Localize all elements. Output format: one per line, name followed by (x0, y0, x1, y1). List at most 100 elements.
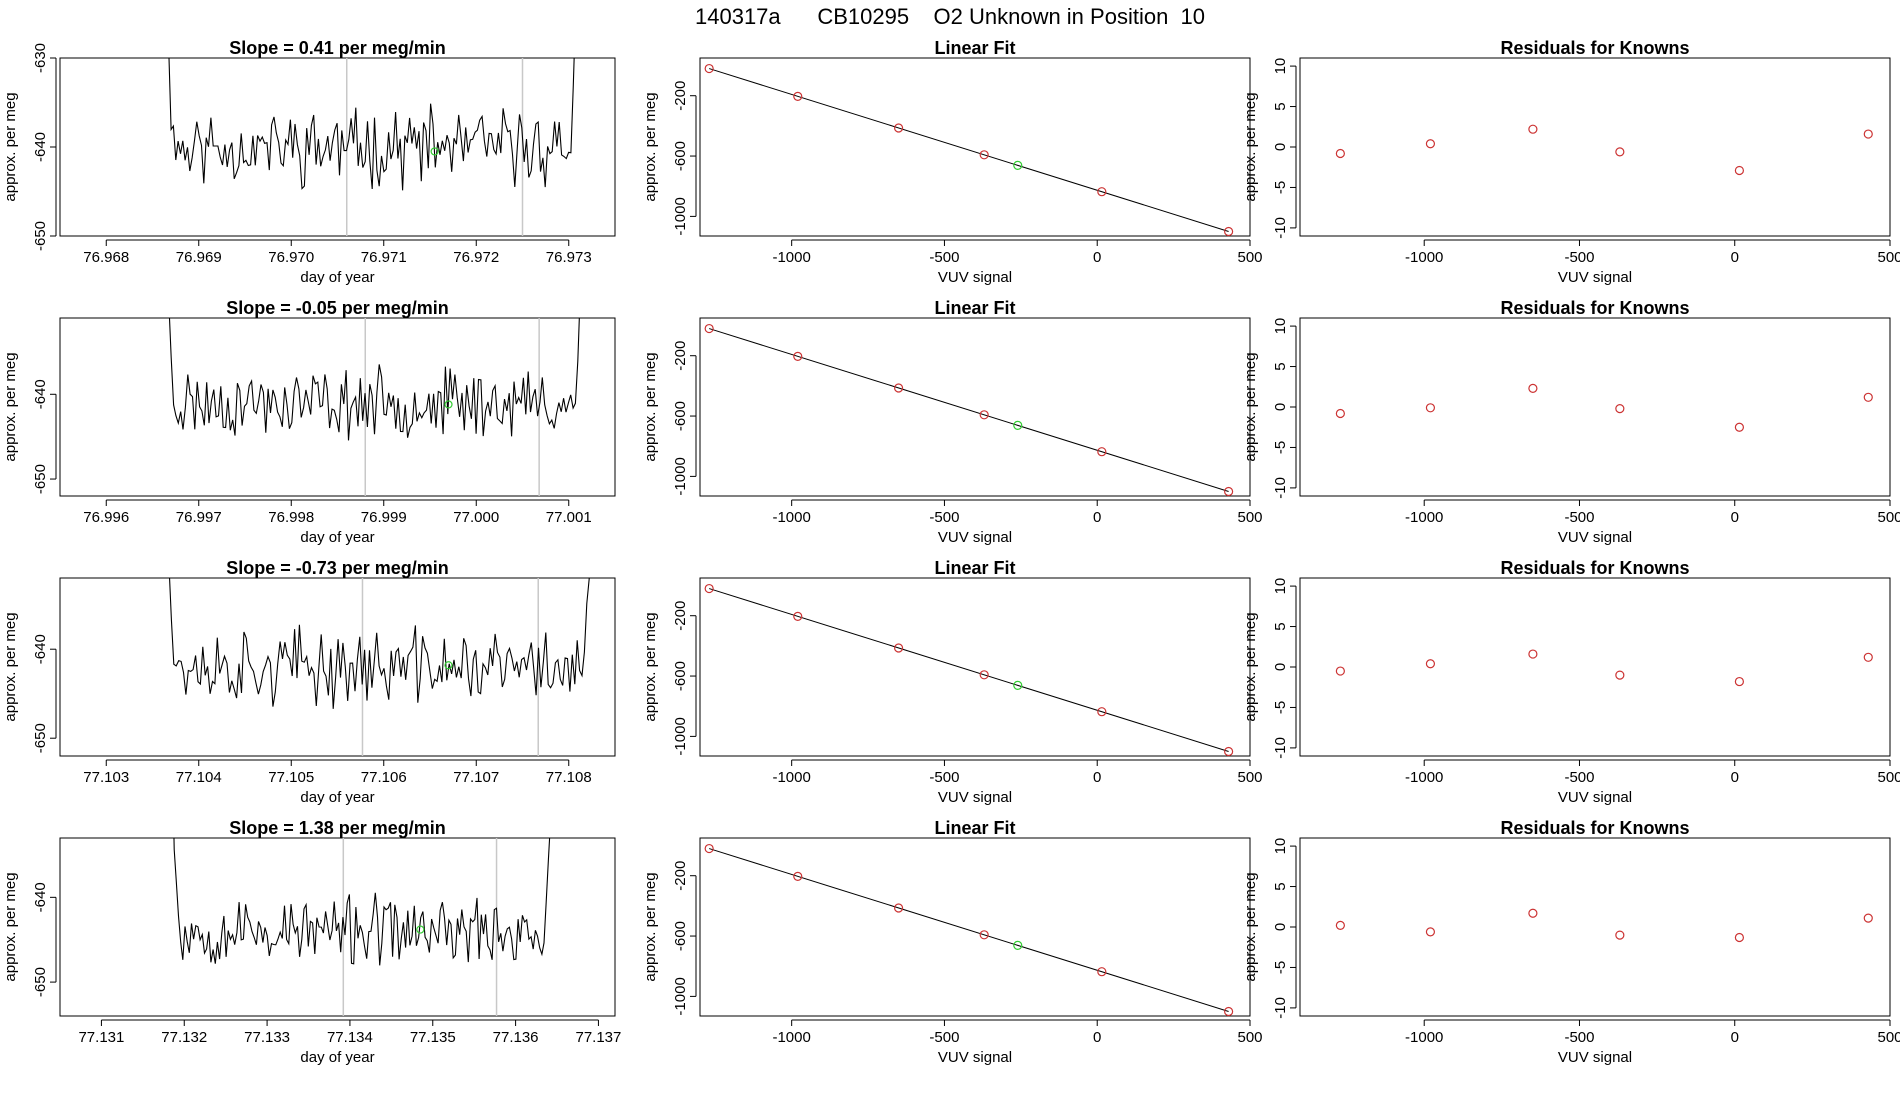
linear-fit-1-y-tick-label: -600 (672, 401, 689, 431)
timeseries-0-x-tick-label: 76.970 (268, 249, 314, 266)
linear-fit-0-x-tick-label: 500 (1237, 249, 1262, 266)
residuals-2-title: Residuals for Knowns (1500, 558, 1689, 578)
linear-fit-2-known-point (704, 583, 714, 594)
residuals-2-point (1863, 652, 1873, 662)
residuals-3-y-tick-label: -5 (1272, 961, 1289, 974)
timeseries-3-unknown-point (416, 925, 425, 934)
linear-fit-2-x-tick-label: -1000 (772, 769, 810, 786)
linear-fit-3-plot-frame (699, 837, 1251, 1017)
linear-fit-3-y-tick-label: -1000 (672, 977, 689, 1015)
linear-fit-0-unknown-point (1013, 160, 1023, 170)
residuals-0-y-tick-label: 0 (1272, 143, 1289, 151)
timeseries-0-y-tick-label: -630 (32, 43, 49, 73)
residuals-2-x-label: VUV signal (1558, 789, 1632, 806)
timeseries-0-y-tick-label: -650 (32, 221, 49, 251)
linear-fit-2-x-label: VUV signal (938, 789, 1012, 806)
linear-fit-3-known-point (1097, 967, 1107, 977)
residuals-3-x-label: VUV signal (1558, 1049, 1632, 1066)
linear-fit-1-known-point (1097, 447, 1107, 457)
linear-fit-1-x-label: VUV signal (938, 529, 1012, 546)
linear-fit-1-x-tick-label: -1000 (772, 509, 810, 526)
residuals-0-y-tick-label: -5 (1272, 181, 1289, 194)
timeseries-3-x-tick-label: 77.136 (493, 1029, 539, 1046)
linear-fit-0-plot-frame (699, 57, 1251, 237)
residuals-0-y-tick-label: -10 (1272, 217, 1289, 239)
residuals-3-plot-frame (1299, 837, 1891, 1017)
residuals-2-y-tick-label: 5 (1272, 622, 1289, 630)
linear-fit-0-known-point (1224, 226, 1234, 237)
linear-fit-2-fit-line (709, 588, 1229, 752)
residuals-2-plot-frame (1299, 577, 1891, 757)
residuals-0-point (1425, 139, 1436, 149)
timeseries-3-y-tick-label: -640 (32, 882, 49, 912)
timeseries-3-y-label: approx. per meg (2, 872, 19, 981)
timeseries-0-x-label: day of year (300, 269, 374, 286)
timeseries-1-unknown-point (444, 400, 453, 409)
linear-fit-1-x-tick-label: 0 (1093, 509, 1101, 526)
linear-fit-3-fit-line (709, 848, 1229, 1012)
residuals-1-title: Residuals for Knowns (1500, 298, 1689, 318)
linear-fit-0-known-point (979, 150, 989, 160)
linear-fit-2-known-point (894, 643, 904, 653)
residuals-3-x-tick-label: -1000 (1405, 1029, 1443, 1046)
linear-fit-3-title: Linear Fit (934, 818, 1015, 838)
residuals-0-x-tick-label: -500 (1564, 249, 1594, 266)
linear-fit-2-x-tick-label: -500 (929, 769, 959, 786)
residuals-0-point (1615, 147, 1625, 157)
timeseries-1-x-tick-label: 76.998 (268, 509, 314, 526)
timeseries-2-y-tick-label: -650 (32, 723, 49, 753)
linear-fit-1-fit-line (709, 328, 1229, 492)
timeseries-0-plot-frame (59, 57, 616, 237)
linear-fit-0-known-point (704, 63, 714, 74)
linear-fit-0-x-label: VUV signal (938, 269, 1012, 286)
linear-fit-3-known-point (979, 930, 989, 940)
residuals-2-point (1615, 670, 1625, 680)
linear-fit-0-title: Linear Fit (934, 38, 1015, 58)
timeseries-0-x-tick-label: 76.969 (176, 249, 222, 266)
linear-fit-3-x-tick-label: 500 (1237, 1029, 1262, 1046)
residuals-2-x-tick-label: 0 (1731, 769, 1739, 786)
linear-fit-2-known-point (979, 670, 989, 680)
residuals-1-x-tick-label: -500 (1564, 509, 1594, 526)
residuals-1-plot-frame (1299, 317, 1891, 497)
residuals-1-y-tick-label: 10 (1272, 318, 1289, 335)
linear-fit-0-y-tick-label: -200 (672, 81, 689, 111)
residuals-3-x-tick-label: -500 (1564, 1029, 1594, 1046)
timeseries-3-x-tick-label: 77.132 (161, 1029, 207, 1046)
linear-fit-3-known-point (894, 903, 904, 913)
timeseries-1-y-label: approx. per meg (2, 352, 19, 461)
timeseries-2-x-label: day of year (300, 789, 374, 806)
timeseries-0-x-tick-label: 76.968 (83, 249, 129, 266)
timeseries-2-x-tick-label: 77.107 (453, 769, 499, 786)
linear-fit-2-unknown-point (1013, 680, 1023, 690)
residuals-0-point (1528, 124, 1538, 134)
residuals-2-point (1528, 649, 1538, 659)
linear-fit-2-title: Linear Fit (934, 558, 1015, 578)
residuals-2-y-tick-label: -10 (1272, 737, 1289, 759)
linear-fit-3-x-label: VUV signal (938, 1049, 1012, 1066)
linear-fit-0-fit-line (709, 68, 1229, 232)
timeseries-2-x-tick-label: 77.106 (361, 769, 407, 786)
page-title: 140317a CB10295 O2 Unknown in Position 1… (695, 4, 1205, 29)
timeseries-1-x-tick-label: 77.001 (546, 509, 592, 526)
timeseries-0-unknown-point (430, 147, 439, 156)
linear-fit-2-y-tick-label: -600 (672, 661, 689, 691)
timeseries-0-x-tick-label: 76.971 (361, 249, 407, 266)
residuals-1-point (1734, 422, 1744, 432)
residuals-2-point (1734, 676, 1744, 687)
residuals-0-point (1734, 165, 1744, 176)
residuals-1-y-tick-label: 5 (1272, 362, 1289, 370)
linear-fit-3-known-point (793, 871, 803, 881)
linear-fit-0-x-tick-label: 0 (1093, 249, 1101, 266)
linear-fit-1-y-tick-label: -200 (672, 341, 689, 371)
timeseries-3-x-tick-label: 77.131 (78, 1029, 124, 1046)
linear-fit-1-known-point (979, 410, 989, 420)
residuals-1-point (1615, 404, 1625, 414)
timeseries-1-x-label: day of year (300, 529, 374, 546)
residuals-1-x-tick-label: 0 (1731, 509, 1739, 526)
timeseries-2-trace (169, 578, 590, 709)
timeseries-1-y-tick-label: -650 (32, 464, 49, 494)
timeseries-3-x-label: day of year (300, 1049, 374, 1066)
residuals-2-x-tick-label: -1000 (1405, 769, 1443, 786)
timeseries-0-y-label: approx. per meg (2, 92, 19, 201)
